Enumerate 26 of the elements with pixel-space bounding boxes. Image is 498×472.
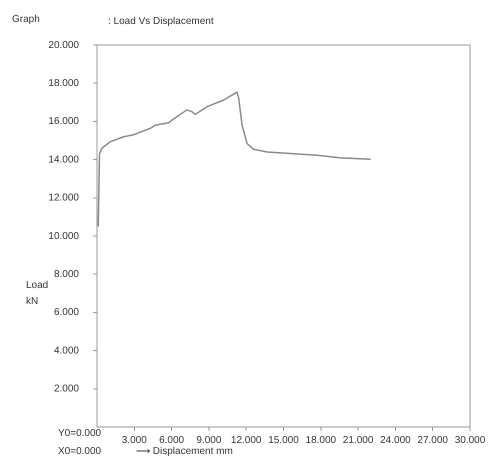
y-tick-label: 2.000 [54,384,80,395]
y-tick-label: 12.000 [48,192,80,204]
text: Y0=0.000 [58,427,102,441]
chart-subtitle: : Load Vs Displacement [108,15,214,29]
y-tick-label: 14.000 [48,154,80,166]
x-tick-label: 27.000 [417,434,448,446]
x-axis-title: ⟶ Displacement mm [136,445,233,459]
y-tick-label: 20.000 [48,40,80,51]
y-axis-title: Load kN [26,279,48,309]
x-tick-label: 9.000 [196,434,222,446]
y-tick-label: 6.000 [54,307,80,318]
y-tick-label: 18.000 [48,78,80,89]
y-tick-label: 8.000 [54,268,80,280]
x-tick-label: 30.000 [454,434,486,446]
x-tick-label: 15.000 [268,434,300,446]
x-tick-label: 3.000 [122,434,148,446]
y-tick-label: 16.000 [48,116,80,128]
text: X0=0.000 [58,445,102,459]
x-tick-label: 21.000 [342,434,374,446]
chart-title: Graph [12,13,40,27]
x-tick-label: 6.000 [159,434,185,446]
x-tick-label: 12.000 [230,434,262,446]
y-tick-label: 10.000 [48,230,80,242]
x-tick-label: 18.000 [306,434,337,446]
x-tick-label: 24.000 [380,434,412,446]
y-tick-label: 4.000 [54,345,80,356]
